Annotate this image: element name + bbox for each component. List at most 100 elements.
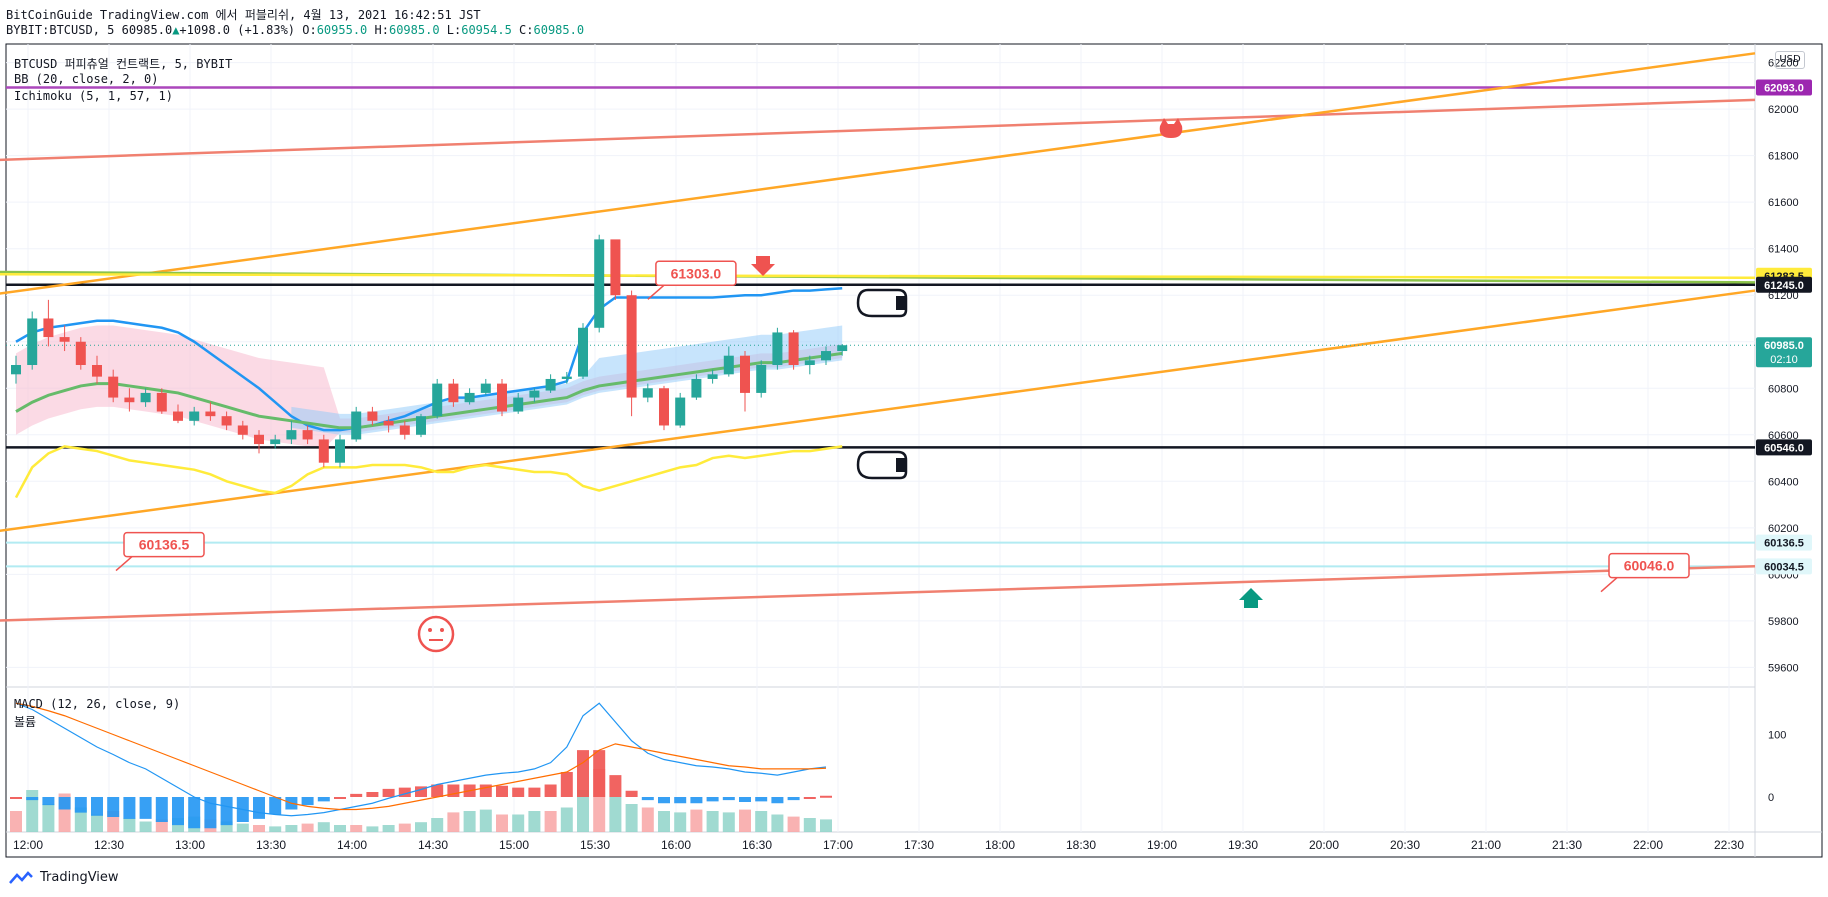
candle-body — [59, 337, 70, 342]
volume-bar — [415, 822, 427, 832]
candle-body — [756, 365, 767, 393]
candle-body — [659, 388, 669, 426]
currency-badge[interactable]: USD — [1775, 51, 1805, 69]
price-label: 60034.5 — [1756, 558, 1812, 575]
macd-histogram-bar — [204, 797, 217, 829]
macd-histogram-bar — [560, 772, 573, 797]
macd-histogram-bar — [398, 787, 411, 797]
price-tick-label: 59600 — [1768, 662, 1799, 674]
candle-body — [707, 374, 718, 379]
candle-body — [804, 360, 815, 365]
volume-bar — [366, 826, 379, 832]
indicator-lines — [6, 286, 1755, 499]
candle-body — [221, 416, 232, 426]
signal-line — [15, 702, 827, 811]
volume-bar — [641, 807, 654, 832]
candle-body — [529, 390, 540, 398]
price-label-text: 60546.0 — [1764, 442, 1804, 454]
volume-bar — [609, 797, 622, 832]
candle-body — [480, 383, 491, 393]
macd-histogram-bar — [155, 797, 168, 822]
macd-tick-label: 100 — [1768, 730, 1786, 742]
macd-histogram-bar — [820, 795, 832, 798]
time-tick-label: 16:00 — [661, 838, 691, 852]
candle-body — [432, 383, 443, 417]
volume-bar — [74, 807, 87, 832]
hand-cuff — [896, 296, 906, 310]
candle-body — [75, 341, 86, 365]
macd-tick-label: 0 — [1768, 792, 1774, 804]
price-tick-label: 60600 — [1768, 430, 1799, 442]
kijun-line — [15, 351, 843, 430]
price-tick-label: 61400 — [1768, 244, 1799, 256]
candle-body — [610, 239, 621, 296]
volume-bar — [301, 823, 314, 832]
macd-histogram-bar — [301, 797, 314, 806]
trend-line — [0, 289, 1756, 533]
candle-body — [464, 392, 475, 403]
macd-histogram-bar — [528, 787, 541, 797]
legend-macd[interactable]: MACD (12, 26, close, 9) — [14, 697, 181, 711]
tradingview-footer[interactable]: TradingView — [8, 870, 119, 885]
volume-bar — [26, 790, 39, 832]
time-tick-label: 18:00 — [985, 838, 1015, 852]
candle-body — [302, 430, 313, 440]
macd-histogram-bar — [26, 797, 39, 801]
symbol-label: BYBIT:BTCUSD, 5 — [6, 23, 115, 37]
macd-histogram-bar — [123, 797, 136, 819]
time-tick-label: 12:30 — [94, 838, 124, 852]
volume-bar — [334, 825, 346, 832]
volume-bar — [658, 811, 670, 832]
price-callout: 60046.0 — [1600, 552, 1690, 593]
candle-body — [399, 425, 410, 435]
candle-body — [497, 383, 507, 412]
neutral-face-icon — [417, 615, 455, 653]
macd-histogram-bar — [91, 797, 103, 816]
legend-volume[interactable]: 볼륨 — [14, 715, 37, 729]
candle-body — [626, 295, 637, 398]
volume-bar — [820, 819, 832, 832]
drawing-lines — [0, 52, 1756, 622]
grid — [5, 43, 1823, 858]
macd-histogram-bar — [431, 784, 444, 797]
legend-ichimoku[interactable]: Ichimoku (5, 1, 57, 1) — [14, 89, 173, 103]
legend-bb[interactable]: BB (20, close, 2, 0) — [14, 72, 159, 86]
pointing-hand-icon — [856, 450, 908, 480]
candle-body — [691, 378, 702, 398]
macd-histogram-bar — [10, 797, 22, 799]
macd-histogram-bar — [722, 797, 735, 801]
time-tick-label: 21:00 — [1471, 838, 1501, 852]
price-tick-label: 60200 — [1768, 523, 1799, 535]
price-tick-label: 59800 — [1768, 616, 1799, 628]
volume-bar — [220, 821, 233, 832]
volume-bar — [803, 818, 816, 832]
volume-bar — [91, 814, 103, 832]
candle-body — [92, 365, 102, 377]
volume-bar — [755, 811, 768, 832]
pointing-hand-icon — [856, 288, 908, 318]
candle-body — [416, 416, 426, 435]
volume-bar — [139, 821, 152, 832]
macd-histogram-bar — [415, 786, 427, 797]
candle-body — [173, 411, 183, 421]
time-tick-label: 19:30 — [1228, 838, 1258, 852]
candle-body — [513, 397, 524, 412]
macd-histogram-bar — [771, 797, 784, 804]
candle-body — [205, 411, 216, 417]
callout-text: 61303.0 — [671, 265, 722, 281]
price-label: 61245.0 — [1756, 276, 1812, 293]
candle-body — [11, 365, 21, 375]
price-label-text: 62093.0 — [1764, 82, 1804, 94]
macd-histogram-bar — [690, 797, 703, 804]
price-tick-label: 60800 — [1768, 383, 1799, 395]
time-tick-label: 13:00 — [175, 838, 205, 852]
volume-bar — [42, 804, 55, 832]
price-tick-label: 62000 — [1768, 104, 1799, 116]
time-tick-label: 17:00 — [823, 838, 853, 852]
candles — [11, 234, 848, 468]
down-arrow-icon — [751, 256, 775, 276]
face-eye — [428, 628, 432, 632]
volume-bar — [771, 814, 784, 832]
candle-body — [108, 376, 119, 398]
